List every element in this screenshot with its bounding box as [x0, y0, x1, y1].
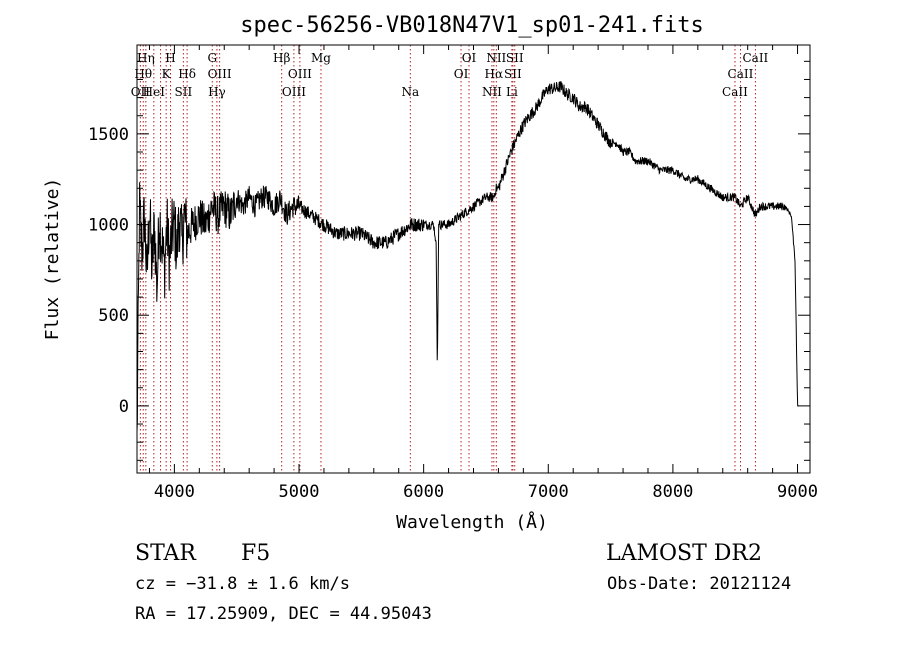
x-axis-label: Wavelength (Å) — [396, 511, 548, 533]
line-label: HeI — [143, 85, 166, 99]
line-label: Hγ — [208, 85, 226, 99]
x-tick-label: 4000 — [154, 482, 195, 502]
line-label: Hθ — [134, 67, 152, 81]
x-tick-label: 6000 — [403, 482, 444, 502]
line-markers — [139, 45, 756, 473]
y-tick-label: 500 — [98, 306, 129, 326]
line-label: OIII — [208, 67, 232, 81]
plot-frame — [136, 44, 811, 474]
line-label: Hα — [485, 67, 504, 81]
line-label: H — [165, 51, 175, 65]
plot-content — [137, 81, 799, 432]
velocity-readout: cz = −31.8 ± 1.6 km/s — [135, 574, 350, 594]
obs-date: Obs-Date: 20121124 — [607, 574, 791, 594]
line-label: NII — [482, 85, 502, 99]
line-label: SII — [175, 85, 193, 99]
survey-name: LAMOST DR2 — [606, 541, 762, 566]
line-label: NII — [486, 51, 506, 65]
spectrum-line — [137, 81, 799, 432]
y-tick-label: 0 — [119, 397, 129, 417]
y-axis-ticks: 0 500 1000 1500 — [88, 60, 810, 461]
line-label: OII — [131, 85, 151, 99]
x-tick-label: 9000 — [777, 482, 818, 502]
line-label: SII — [504, 67, 522, 81]
line-label: Mg — [311, 51, 331, 65]
line-label: OI — [454, 67, 469, 81]
line-label: Na — [401, 85, 419, 99]
line-label: Hβ — [273, 51, 290, 65]
line-label: CaII — [722, 85, 748, 99]
x-tick-label: 5000 — [279, 482, 320, 502]
line-label: CaII — [742, 51, 768, 65]
object-class: STAR — [135, 541, 197, 566]
line-label: OIII — [282, 85, 306, 99]
line-label: CaII — [728, 67, 754, 81]
chart-title: spec-56256-VB018N47V1_sp01-241.fits — [240, 13, 704, 38]
coordinates: RA = 17.25909, DEC = 44.95043 — [135, 604, 432, 624]
line-label: K — [162, 67, 172, 81]
line-label: Hη — [137, 51, 155, 65]
line-labels: OII Hθ Hη HeI KH SII Hδ G Hγ OIII Hβ OIII OIII Mg Na OI… — [131, 51, 769, 99]
y-tick-label: 1000 — [88, 216, 129, 236]
line-label: Li — [506, 85, 518, 99]
y-tick-label: 1500 — [88, 125, 129, 145]
line-label: OI — [462, 51, 477, 65]
spectral-subclass: F5 — [241, 541, 270, 566]
line-label: OIII — [288, 67, 312, 81]
x-axis-ticks: 4000 5000 6000 7000 8000 9000 — [148, 45, 818, 502]
line-label: G — [207, 51, 217, 65]
line-label: Hδ — [178, 67, 196, 81]
x-tick-label: 8000 — [652, 482, 693, 502]
y-axis-label: Flux (relative) — [42, 178, 63, 341]
x-tick-label: 7000 — [528, 482, 569, 502]
line-label: SII — [506, 51, 524, 65]
